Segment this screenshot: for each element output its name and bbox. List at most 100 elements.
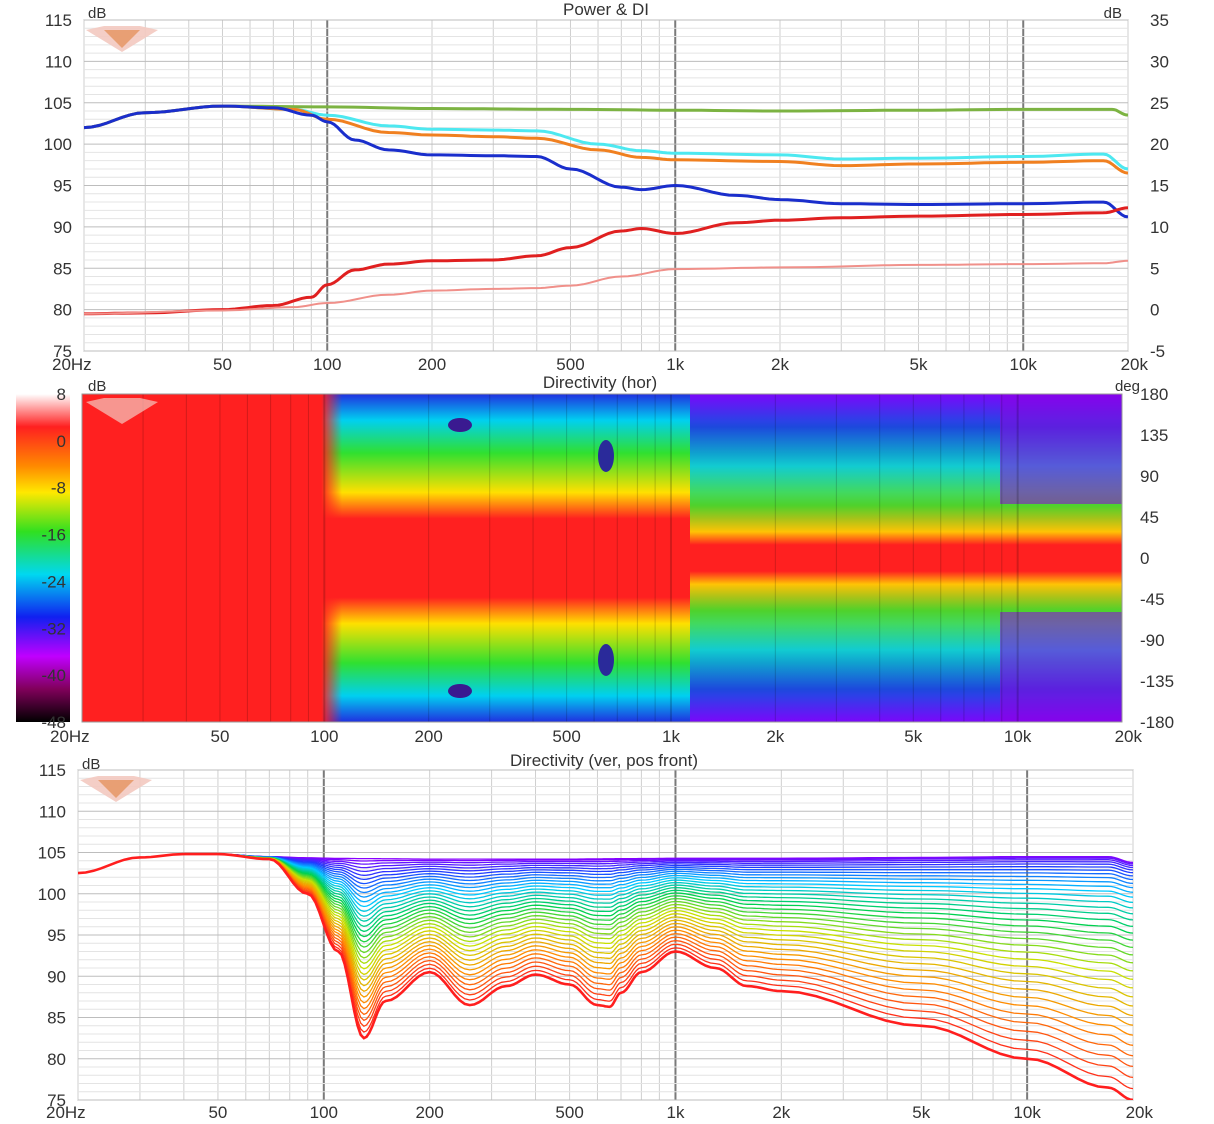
y-tick-label: -40 <box>41 666 66 685</box>
power-di-left-unit: dB <box>88 5 106 22</box>
x-tick-label: 10k <box>1013 1103 1041 1122</box>
x-tick-label: 1k <box>666 355 684 374</box>
x-tick-label: 2k <box>772 1103 790 1122</box>
x-tick-label: 5k <box>904 727 922 746</box>
y-tick-label: 85 <box>53 259 72 278</box>
y-tick-label: -180 <box>1140 713 1174 732</box>
x-tick-label: 20Hz <box>50 727 90 746</box>
directivity-hor-panel: 8 0 -8 -16 -24 -32 -40 -48 Directivity (hor) dB… <box>16 373 1174 746</box>
x-tick-label: 20Hz <box>52 355 92 374</box>
x-tick-label: 2k <box>771 355 789 374</box>
y-tick-label: -135 <box>1140 672 1174 691</box>
y-tick-label: -16 <box>41 526 66 545</box>
y-tick-label: 80 <box>47 1050 66 1069</box>
y-tick-label: 105 <box>38 844 66 863</box>
y-tick-label: 8 <box>57 385 66 404</box>
power-di-grid <box>83 19 1129 352</box>
y-tick-label: -8 <box>51 479 66 498</box>
y-tick-label: 90 <box>47 967 66 986</box>
y-tick-label: 85 <box>47 1009 66 1028</box>
power-di-x-ticks: 20Hz 50 100 200 500 1k 2k 5k 10k 20k <box>52 355 1148 374</box>
directivity-hor-right-unit: deg <box>1115 378 1140 395</box>
y-tick-label: 80 <box>53 301 72 320</box>
x-tick-label: 20k <box>1126 1103 1154 1122</box>
y-tick-label: 20 <box>1150 135 1169 154</box>
y-tick-label: 95 <box>53 177 72 196</box>
y-tick-label: -45 <box>1140 590 1165 609</box>
series-line-4 <box>84 206 1128 316</box>
x-tick-label: 50 <box>213 355 232 374</box>
x-tick-label: 200 <box>418 355 446 374</box>
logo-mark <box>86 398 158 424</box>
y-tick-label: 5 <box>1150 259 1159 278</box>
x-tick-label: 10k <box>1004 727 1032 746</box>
y-tick-label: 10 <box>1150 218 1169 237</box>
x-tick-label: 100 <box>313 355 341 374</box>
y-tick-label: 110 <box>45 52 72 71</box>
y-tick-label: 45 <box>1140 508 1159 527</box>
x-tick-label: 50 <box>210 727 229 746</box>
directivity-hor-left-unit: dB <box>88 378 106 395</box>
y-tick-label: 90 <box>53 218 72 237</box>
y-tick-label: 100 <box>44 135 72 154</box>
directivity-heatmap <box>82 394 1122 722</box>
x-tick-label: 500 <box>552 727 580 746</box>
directivity-ver-y-ticks: 115 110 105 100 95 90 85 80 75 <box>38 761 66 1110</box>
y-tick-label: 25 <box>1150 94 1169 113</box>
directivity-hor-x-ticks: 20Hz 50 100 200 500 1k 2k 5k 10k 20k <box>50 727 1142 746</box>
y-tick-label: 30 <box>1150 52 1169 71</box>
y-tick-label: 0 <box>1150 301 1159 320</box>
y-tick-label: 115 <box>45 11 72 30</box>
colorbar <box>16 394 70 722</box>
directivity-curve-36 <box>78 852 1133 1100</box>
directivity-ver-panel: Directivity (ver, pos front) dB 115 110 10… <box>38 751 1154 1122</box>
x-tick-label: 10k <box>1010 355 1038 374</box>
logo-mark <box>80 776 152 802</box>
y-tick-label: -5 <box>1150 342 1165 361</box>
y-tick-label: -48 <box>41 713 66 732</box>
y-tick-label: 15 <box>1150 177 1169 196</box>
y-tick-label: -32 <box>41 619 66 638</box>
x-tick-label: 5k <box>909 355 927 374</box>
x-tick-label: 500 <box>556 355 584 374</box>
x-tick-label: 100 <box>310 727 338 746</box>
y-tick-label: 0 <box>57 432 66 451</box>
y-tick-label: 115 <box>39 761 66 780</box>
power-di-y-ticks-right: 35 30 25 20 15 10 5 0 -5 <box>1150 11 1169 361</box>
directivity-hor-angle-ticks: 180 135 90 45 0 -45 -90 -135 -180 <box>1140 385 1174 732</box>
y-tick-label: 105 <box>44 94 72 113</box>
power-di-series <box>84 104 1128 316</box>
x-tick-label: 200 <box>415 1103 443 1122</box>
series-line-5 <box>84 259 1128 315</box>
y-tick-label: 35 <box>1150 11 1169 30</box>
colorbar-ticks: 8 0 -8 -16 -24 -32 -40 -48 <box>41 385 66 732</box>
y-tick-label: 180 <box>1140 385 1168 404</box>
y-tick-label: -24 <box>41 572 66 591</box>
y-tick-label: 110 <box>39 802 66 821</box>
x-tick-label: 500 <box>555 1103 583 1122</box>
x-tick-label: 20k <box>1121 355 1149 374</box>
y-tick-label: 75 <box>53 342 72 361</box>
directivity-ver-title: Directivity (ver, pos front) <box>510 751 698 770</box>
directivity-ver-unit: dB <box>82 756 100 773</box>
x-tick-label: 100 <box>310 1103 338 1122</box>
y-tick-label: 100 <box>38 885 66 904</box>
x-tick-label: 200 <box>414 727 442 746</box>
directivity-ver-series <box>78 852 1133 1100</box>
x-tick-label: 20Hz <box>46 1103 86 1122</box>
directivity-ver-x-ticks: 20Hz 50 100 200 500 1k 2k 5k 10k 20k <box>46 1103 1153 1122</box>
logo-mark <box>86 26 158 52</box>
power-di-title: Power & DI <box>563 0 649 19</box>
y-tick-label: 95 <box>47 926 66 945</box>
directivity-hor-title: Directivity (hor) <box>543 373 657 392</box>
series-line-3 <box>84 104 1128 219</box>
y-tick-label: 75 <box>47 1091 66 1110</box>
x-tick-label: 5k <box>912 1103 930 1122</box>
x-tick-label: 1k <box>666 1103 684 1122</box>
x-tick-label: 20k <box>1115 727 1143 746</box>
power-di-y-ticks-left: 115 110 105 100 95 90 85 80 75 <box>44 11 72 361</box>
power-di-panel: Power & DI dB dB 1151101051009590858075 … <box>44 0 1169 374</box>
y-tick-label: 135 <box>1140 426 1168 445</box>
x-tick-label: 2k <box>766 727 784 746</box>
